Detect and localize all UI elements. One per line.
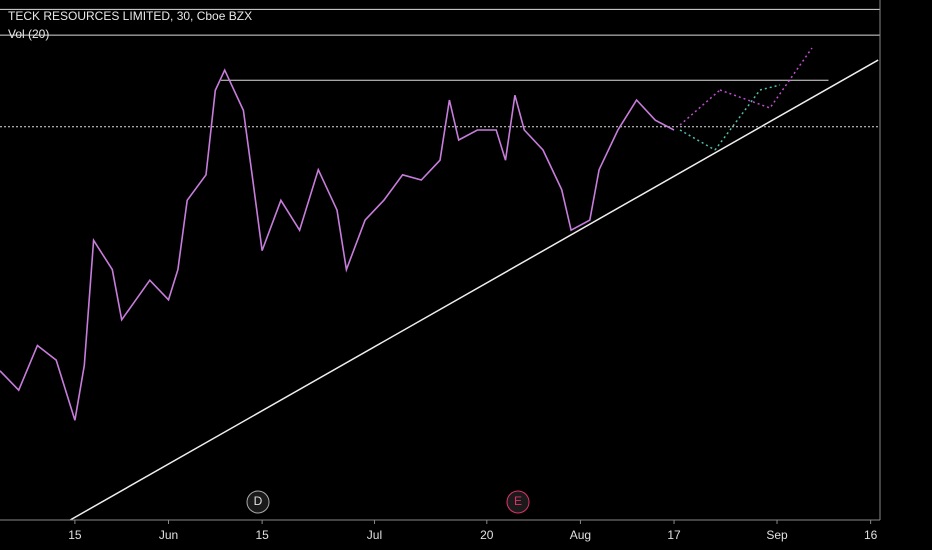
event-d[interactable]: D bbox=[246, 490, 270, 514]
event-label: E bbox=[514, 494, 522, 508]
price-line bbox=[0, 68, 675, 421]
x-tick-label: Sep bbox=[766, 528, 788, 542]
x-tick-label: 16 bbox=[864, 528, 878, 542]
trend-line bbox=[69, 59, 879, 521]
x-tick-label: Aug bbox=[570, 528, 591, 542]
x-tick-label: 15 bbox=[68, 528, 82, 542]
x-tick-label: 15 bbox=[255, 528, 269, 542]
plot: 12.5012.0011.5011.0010.5010.19.79.38.98.… bbox=[0, 8, 932, 542]
price-axis bbox=[880, 0, 932, 550]
projection-arrows bbox=[679, 47, 813, 151]
x-tick-label: 20 bbox=[480, 528, 494, 542]
x-tick-label: Jul bbox=[367, 528, 382, 542]
chart-title: TECK RESOURCES LIMITED, 30, Cboe BZX bbox=[8, 9, 252, 23]
x-tick-label: Jun bbox=[159, 528, 178, 542]
x-tick-label: 17 bbox=[667, 528, 681, 542]
event-e[interactable]: E bbox=[506, 490, 530, 514]
indicator-label: Vol (20) bbox=[8, 27, 49, 41]
event-label: D bbox=[254, 494, 263, 508]
